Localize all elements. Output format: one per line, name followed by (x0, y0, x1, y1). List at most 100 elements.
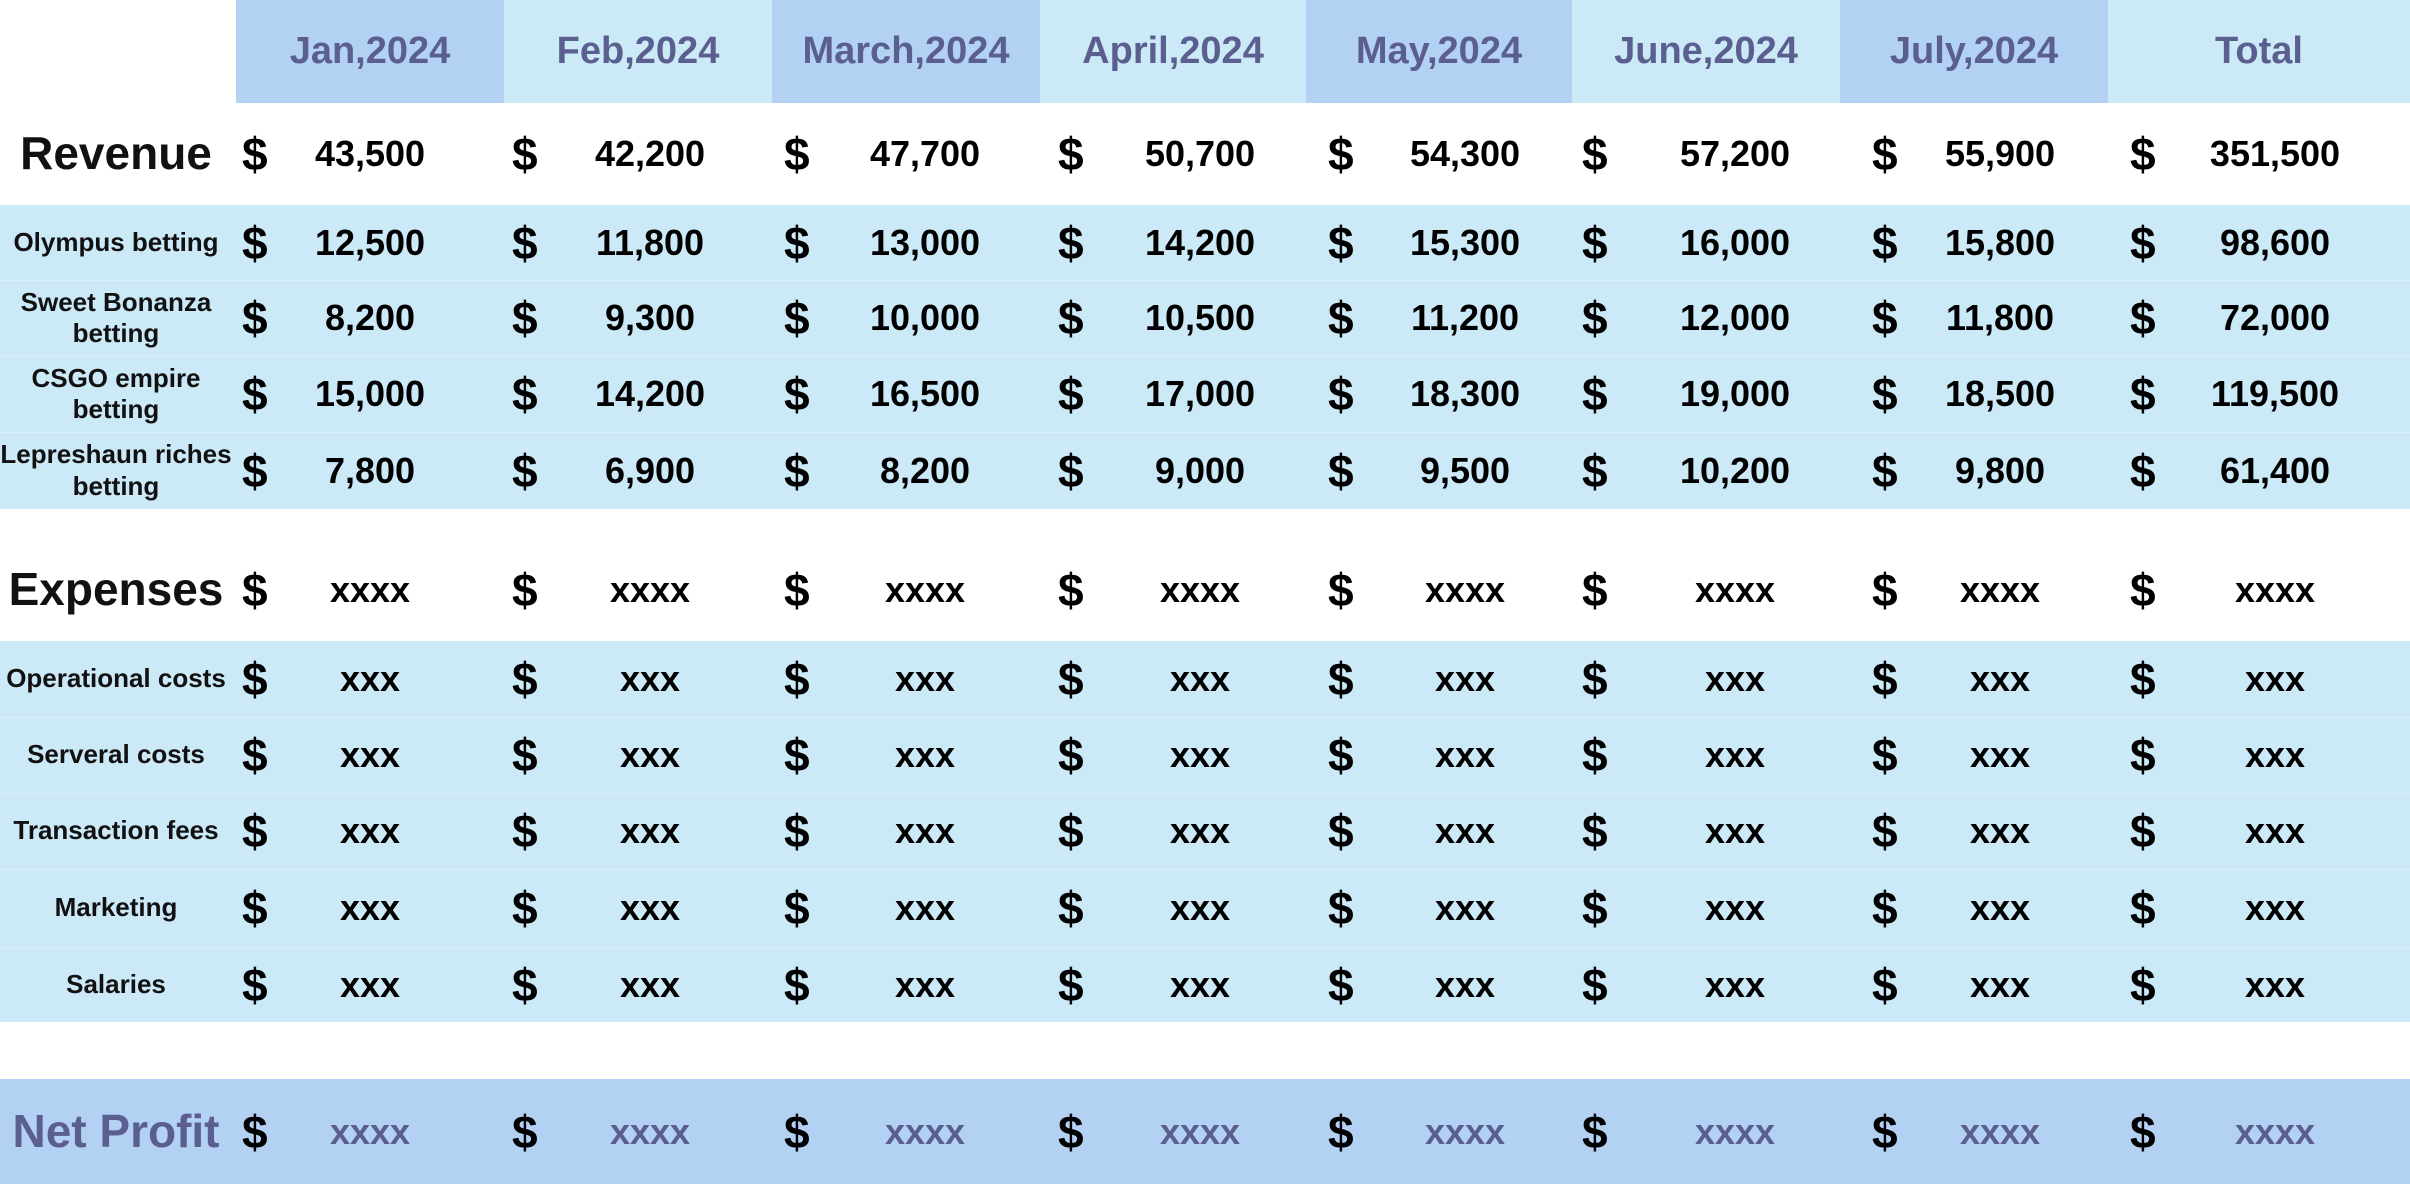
cell-value-july[interactable]: xxx (1969, 810, 2031, 851)
cell-value-april[interactable]: xxx (1169, 658, 1231, 699)
cell-value-april[interactable]: 10,500 (1144, 297, 1256, 338)
cell-value-jan[interactable]: xxx (339, 734, 401, 775)
cell-value-feb[interactable]: 9,300 (604, 297, 696, 338)
cell-value-april[interactable]: 50,700 (1144, 133, 1256, 174)
cell-value-may[interactable]: 11,200 (1410, 297, 1520, 338)
cell-value-feb[interactable]: 11,800 (595, 221, 705, 263)
cell-value-jan[interactable]: xxxx (329, 1110, 411, 1152)
cell-value-july[interactable]: 55,900 (1944, 133, 2056, 174)
cell-value-june[interactable]: xxx (1704, 963, 1766, 1005)
cell-value-march[interactable]: xxxx (884, 1110, 966, 1152)
cell-value-may[interactable]: 18,300 (1409, 373, 1521, 414)
cell-value-july[interactable]: 11,800 (1945, 297, 2055, 338)
cell-value-march[interactable]: 8,200 (879, 449, 971, 491)
cell-value-may[interactable]: xxx (1434, 963, 1496, 1005)
cell-value-april[interactable]: 14,200 (1144, 221, 1256, 263)
cell-value-may[interactable]: 15,300 (1409, 221, 1521, 263)
cell-value-total[interactable]: 61,400 (2219, 449, 2331, 491)
cell-value-feb[interactable]: xxx (619, 658, 681, 699)
cell-value-july[interactable]: 15,800 (1944, 221, 2056, 263)
cell-value-april[interactable]: xxx (1169, 963, 1231, 1005)
cell-value-june[interactable]: xxx (1704, 810, 1766, 851)
cell-value-total[interactable]: 72,000 (2219, 297, 2331, 338)
cell-value-total[interactable]: 119,500 (2210, 373, 2340, 414)
cell-value-april[interactable]: 9,000 (1154, 449, 1246, 491)
cell-value-jan[interactable]: 8,200 (324, 297, 416, 338)
column-header-total[interactable]: Total (2108, 0, 2410, 103)
cell-value-may[interactable]: xxx (1434, 734, 1496, 775)
column-header-march[interactable]: March,2024 (772, 0, 1040, 103)
column-header-feb[interactable]: Feb,2024 (504, 0, 772, 103)
cell-value-july[interactable]: xxx (1969, 734, 2031, 775)
column-header-july[interactable]: July,2024 (1840, 0, 2108, 103)
cell-value-feb[interactable]: xxx (619, 734, 681, 775)
cell-value-feb[interactable]: 6,900 (604, 449, 696, 491)
cell-value-june[interactable]: xxxx (1694, 1110, 1776, 1152)
cell-value-feb[interactable]: xxxx (609, 1110, 691, 1152)
cell-value-march[interactable]: xxx (894, 734, 956, 775)
cell-value-march[interactable]: xxx (894, 963, 956, 1005)
cell-value-june[interactable]: 12,000 (1679, 297, 1791, 338)
cell-value-may[interactable]: xxx (1434, 810, 1496, 851)
cell-value-total[interactable]: xxx (2244, 734, 2306, 775)
cell-value-total[interactable]: xxxx (2234, 1110, 2316, 1152)
cell-value-july[interactable]: xxx (1969, 887, 2031, 928)
cell-value-jan[interactable]: xxx (339, 887, 401, 928)
cell-value-total[interactable]: 351,500 (2209, 133, 2341, 174)
cell-value-may[interactable]: xxx (1434, 887, 1496, 928)
cell-value-feb[interactable]: xxx (619, 810, 681, 851)
cell-value-april[interactable]: xxx (1169, 810, 1231, 851)
cell-value-may[interactable]: 54,300 (1409, 133, 1521, 174)
cell-value-june[interactable]: xxx (1704, 658, 1766, 699)
cell-value-feb[interactable]: xxx (619, 887, 681, 928)
cell-value-jan[interactable]: 7,800 (324, 449, 416, 491)
cell-value-june[interactable]: xxx (1704, 734, 1766, 775)
column-header-may[interactable]: May,2024 (1306, 0, 1572, 103)
cell-value-july[interactable]: xxx (1969, 963, 2031, 1005)
cell-value-june[interactable]: 57,200 (1679, 133, 1791, 174)
cell-value-feb[interactable]: 14,200 (594, 373, 706, 414)
cell-value-july[interactable]: xxx (1969, 658, 2031, 699)
cell-value-july[interactable]: 18,500 (1944, 373, 2056, 414)
cell-value-july[interactable]: xxxx (1959, 1110, 2041, 1152)
cell-value-total[interactable]: xxxx (2234, 569, 2316, 610)
cell-value-total[interactable]: xxx (2244, 963, 2306, 1005)
cell-value-march[interactable]: 16,500 (869, 373, 981, 414)
cell-value-march[interactable]: xxx (894, 658, 956, 699)
cell-value-jan[interactable]: 15,000 (314, 373, 426, 414)
cell-value-may[interactable]: xxxx (1424, 1110, 1506, 1152)
cell-value-july[interactable]: xxxx (1959, 569, 2041, 610)
cell-value-june[interactable]: xxxx (1694, 569, 1776, 610)
cell-value-feb[interactable]: xxx (619, 963, 681, 1005)
cell-value-june[interactable]: 16,000 (1679, 221, 1791, 263)
cell-value-june[interactable]: 10,200 (1679, 449, 1791, 491)
cell-value-jan[interactable]: xxx (339, 810, 401, 851)
cell-value-feb[interactable]: xxxx (609, 569, 691, 610)
column-header-jan[interactable]: Jan,2024 (236, 0, 504, 103)
cell-value-jan[interactable]: 43,500 (314, 133, 426, 174)
cell-value-total[interactable]: xxx (2244, 887, 2306, 928)
cell-value-total[interactable]: xxx (2244, 810, 2306, 851)
cell-value-april[interactable]: xxx (1169, 887, 1231, 928)
cell-value-march[interactable]: xxx (894, 887, 956, 928)
cell-value-may[interactable]: xxx (1434, 658, 1496, 699)
cell-value-total[interactable]: 98,600 (2219, 221, 2331, 263)
cell-value-feb[interactable]: 42,200 (594, 133, 706, 174)
column-header-april[interactable]: April,2024 (1040, 0, 1306, 103)
cell-value-march[interactable]: 13,000 (869, 221, 981, 263)
cell-value-march[interactable]: 10,000 (869, 297, 981, 338)
cell-value-july[interactable]: 9,800 (1954, 449, 2046, 491)
cell-value-may[interactable]: xxxx (1424, 569, 1506, 610)
cell-value-jan[interactable]: xxxx (329, 569, 411, 610)
cell-value-june[interactable]: xxx (1704, 887, 1766, 928)
cell-value-april[interactable]: 17,000 (1144, 373, 1256, 414)
cell-value-march[interactable]: xxx (894, 810, 956, 851)
cell-value-march[interactable]: 47,700 (869, 133, 981, 174)
cell-value-june[interactable]: 19,000 (1679, 373, 1791, 414)
cell-value-april[interactable]: xxx (1169, 734, 1231, 775)
cell-value-may[interactable]: 9,500 (1419, 449, 1511, 491)
cell-value-april[interactable]: xxxx (1159, 569, 1241, 610)
cell-value-jan[interactable]: xxx (339, 658, 401, 699)
cell-value-jan[interactable]: 12,500 (314, 221, 426, 263)
cell-value-april[interactable]: xxxx (1159, 1110, 1241, 1152)
